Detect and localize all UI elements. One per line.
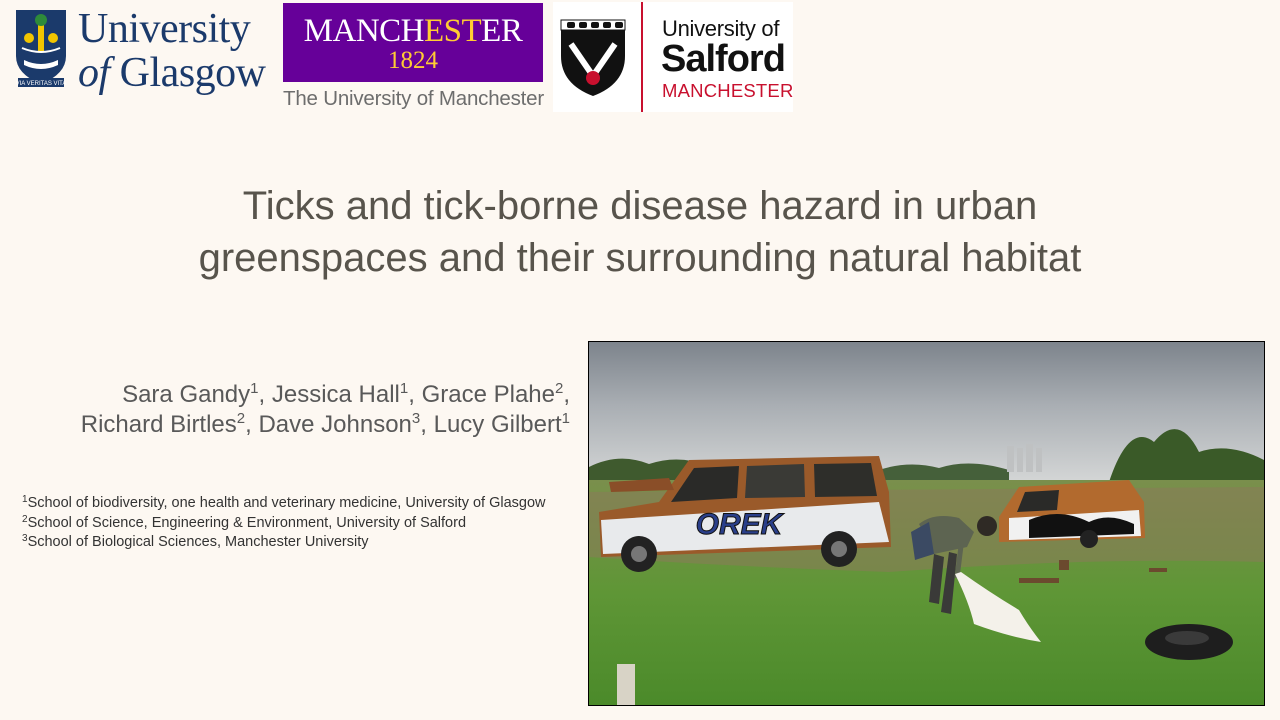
ground-debris [1019,560,1167,583]
manchester-word-c: ER [481,13,523,49]
salford-line2: Salford [661,38,786,80]
salford-line3: MANCHESTER [662,80,794,101]
author-affil-sup: 2 [554,380,564,397]
author-affil-sup: 3 [411,410,421,427]
researcher-dragging-cloth [911,516,1041,642]
foreground-post [617,664,635,705]
affiliation-sup: 3 [22,533,28,544]
burnt-van-left: OREK [599,456,891,572]
author-affil-sup: 1 [561,410,570,427]
slide-title: Ticks and tick-borne disease hazard in u… [0,180,1280,284]
glasgow-of: of [78,50,110,96]
field-site-illustration: OREK [589,342,1264,705]
manchester-word-a: MANCH [303,13,425,49]
affiliation-item: 1School of biodiversity, one health and … [22,494,546,514]
affiliation-item: 2School of Science, Engineering & Enviro… [22,514,546,534]
author-name: Sara Gandy [122,381,251,408]
author-list: Sara Gandy1, Jessica Hall1, Grace Plahe2… [81,380,570,440]
treeline-right [1109,429,1264,492]
university-of-salford-logo: University of Salford MANCHESTER [553,2,793,112]
author-name: Dave Johnson [258,411,412,438]
salford-shield-icon [560,19,626,96]
discarded-tyre [1145,624,1233,660]
author-line-2: Richard Birtles2, Dave Johnson3, Lucy Gi… [81,410,570,440]
author-name: Richard Birtles [80,411,237,438]
university-of-manchester-logo: MANCHESTER 1824 The University of Manche… [283,3,545,113]
author-affil-sup: 1 [250,380,259,397]
affiliation-list: 1School of biodiversity, one health and … [22,494,546,553]
glasgow-wordmark: University of Glasgow [78,8,266,94]
affiliation-text: School of Biological Sciences, Mancheste… [27,534,369,550]
affiliation-item: 3School of Biological Sciences, Manchest… [22,533,546,553]
author-sep: , [408,381,422,408]
author-name: Jessica Hall [271,381,400,408]
manchester-purple-box [283,3,543,82]
title-line-1: Ticks and tick-borne disease hazard in u… [242,184,1038,228]
affiliation-text: School of biodiversity, one health and v… [27,495,546,511]
author-sep: , [258,381,272,408]
author-affil-sup: 2 [236,410,246,427]
title-line-2: greenspaces and their surrounding natura… [198,236,1082,280]
treeline-mid [879,463,1009,482]
manchester-subtitle: The University of Manchester [283,87,545,110]
author-name: Grace Plahe [421,381,555,408]
glasgow-motto: VIA VERITAS VITA [16,81,67,87]
manchester-wordmark: MANCHESTER [283,13,543,50]
author-sep: , [563,381,570,408]
distant-wreck [609,478,674,492]
affiliation-text: School of Science, Engineering & Environ… [27,514,467,531]
affiliation-sup: 2 [22,513,28,525]
author-name: Lucy Gilbert [433,411,562,438]
burnt-van-right [999,480,1145,548]
glasgow-name: Glasgow [119,50,266,96]
salford-line1: University of [662,16,780,41]
author-sep: , [420,411,434,438]
affiliation-sup: 1 [22,494,28,505]
author-affil-sup: 1 [399,380,409,397]
university-of-glasgow-logo: VIA VERITAS VITA University of Glasgow [14,8,266,94]
graffiti-left: OREK [696,508,785,541]
glasgow-line1: University [78,6,251,52]
manchester-year: 1824 [388,47,438,74]
glasgow-line2: of Glasgow [78,52,266,94]
author-sep: , [245,411,259,438]
manchester-word-b: EST [424,13,482,49]
author-line-1: Sara Gandy1, Jessica Hall1, Grace Plahe2… [81,380,570,410]
salford-divider [641,2,643,112]
distant-tower-blocks [1007,444,1042,472]
field-site-photo: OREK [588,341,1265,706]
glasgow-crest-icon: VIA VERITAS VITA [16,10,67,87]
